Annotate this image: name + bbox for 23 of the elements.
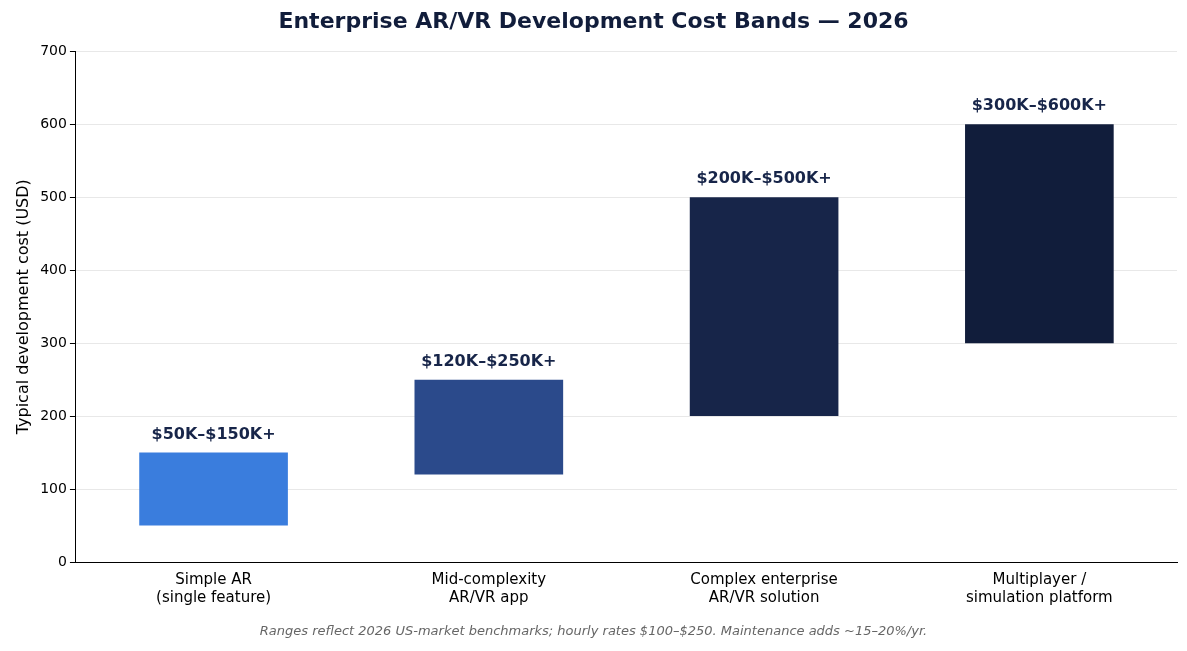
bar [965,124,1114,344]
bar [139,452,288,526]
y-tick-label: 600 [40,114,67,131]
y-tick-label: 700 [40,42,67,59]
x-tick-label: Complex enterprise AR/VR solution [690,569,838,606]
y-tick-label: 500 [40,187,67,204]
y-tick-label: 300 [40,333,67,350]
chart-title: Enterprise AR/VR Development Cost Bands — 2026 [277,8,910,33]
annotation: $50K–$150K+ [151,423,276,443]
y-tick-label: 400 [40,260,67,277]
y-tick-label: 100 [40,479,67,496]
annotation: $120K–$250K+ [421,350,557,370]
annotation: $200K–$500K+ [696,168,832,188]
bar [689,197,839,417]
x-tick-label: Mid-complexity AR/VR app [431,569,547,606]
x-tick-label: Simple AR (single feature) [156,569,272,606]
y-tick-label: 0 [58,552,67,569]
y-axis-title: Typical development cost (USD) [12,179,32,436]
y-tick-label: 200 [40,406,67,423]
text: Ranges reflect 2026 US-market benchmarks; hourly rates $100–$250. Maintenance adds ~15–20%/yr. [258,623,929,638]
bar [414,379,564,475]
annotation: $300K–$600K+ [971,95,1107,115]
x-tick-label: Multiplayer / simulation platform [966,569,1113,606]
